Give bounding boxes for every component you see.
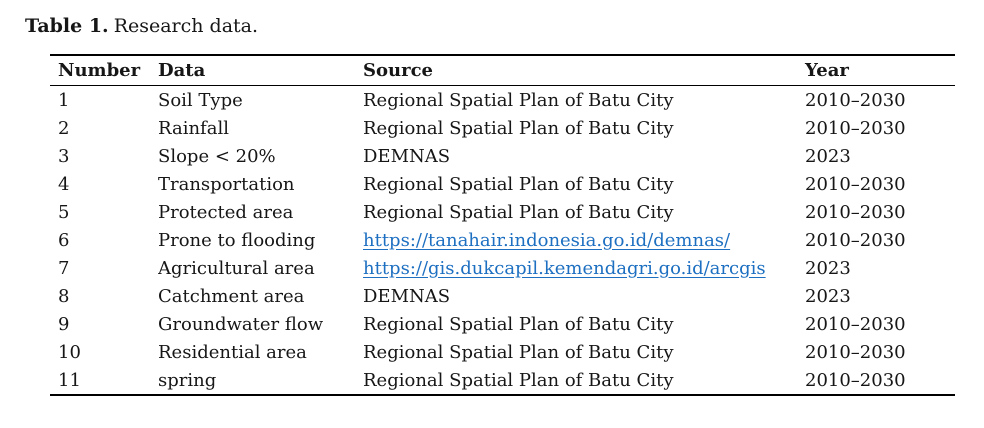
- source-text: DEMNAS: [363, 145, 451, 167]
- source-link[interactable]: https://tanahair.indonesia.go.id/demnas/: [363, 229, 731, 251]
- cell-data: Residential area: [158, 341, 307, 363]
- cell-data: Prone to flooding: [158, 229, 316, 251]
- table-caption-label: Table 1.: [25, 15, 109, 37]
- cell-year: 2023: [805, 145, 851, 167]
- table-row: 6 Prone to flooding https://tanahair.indon…: [50, 226, 955, 254]
- cell-source: Regional Spatial Plan of Batu City: [363, 366, 805, 395]
- cell-source: Regional Spatial Plan of Batu City: [363, 114, 805, 142]
- cell-year: 2010–2030: [805, 117, 906, 139]
- table-row: 10 Residential area Regional Spatial Plan …: [50, 338, 955, 366]
- cell-number: 11: [58, 369, 81, 391]
- cell-data: Slope < 20%: [158, 145, 276, 167]
- cell-number: 9: [58, 313, 70, 335]
- col-header-data: Data: [158, 55, 363, 86]
- cell-year: 2023: [805, 285, 851, 307]
- cell-source: DEMNAS: [363, 282, 805, 310]
- cell-source: Regional Spatial Plan of Batu City: [363, 338, 805, 366]
- cell-number: 3: [58, 145, 70, 167]
- table-row: 2 Rainfall Regional Spatial Plan of Batu C…: [50, 114, 955, 142]
- source-link[interactable]: https://gis.dukcapil.kemendagri.go.id/ar…: [363, 257, 766, 279]
- cell-source: Regional Spatial Plan of Batu City: [363, 86, 805, 115]
- source-text: Regional Spatial Plan of Batu City: [363, 201, 674, 223]
- cell-year: 2010–2030: [805, 369, 906, 391]
- cell-year: 2010–2030: [805, 229, 906, 251]
- col-header-source: Source: [363, 55, 805, 86]
- cell-source: DEMNAS: [363, 142, 805, 170]
- cell-data: spring: [158, 369, 217, 391]
- table-row: 9 Groundwater flow Regional Spatial Plan o…: [50, 310, 955, 338]
- table-row: 8 Catchment area DEMNAS 2023: [50, 282, 955, 310]
- cell-number: 6: [58, 229, 70, 251]
- cell-number: 8: [58, 285, 70, 307]
- table-row: 4 Transportation Regional Spatial Plan of …: [50, 170, 955, 198]
- cell-number: 4: [58, 173, 70, 195]
- cell-data: Transportation: [158, 173, 295, 195]
- cell-data: Rainfall: [158, 117, 229, 139]
- cell-source: https://tanahair.indonesia.go.id/demnas/: [363, 226, 805, 254]
- table-row: 1 Soil Type Regional Spatial Plan of Batu …: [50, 86, 955, 115]
- source-text: Regional Spatial Plan of Batu City: [363, 117, 674, 139]
- cell-number: 5: [58, 201, 70, 223]
- cell-year: 2010–2030: [805, 201, 906, 223]
- cell-source: Regional Spatial Plan of Batu City: [363, 170, 805, 198]
- research-data-table: Number Data Source Year 1 Soil Type Region…: [50, 54, 955, 396]
- cell-number: 1: [58, 89, 70, 111]
- col-header-number: Number: [50, 55, 158, 86]
- cell-year: 2010–2030: [805, 313, 906, 335]
- table-caption: Table 1. Research data.: [25, 13, 258, 39]
- table-row: 3 Slope < 20% DEMNAS 2023: [50, 142, 955, 170]
- table-row: 5 Protected area Regional Spatial Plan of …: [50, 198, 955, 226]
- cell-data: Agricultural area: [158, 257, 315, 279]
- table-caption-text: Research data.: [113, 15, 259, 37]
- cell-number: 7: [58, 257, 70, 279]
- cell-number: 10: [58, 341, 81, 363]
- cell-number: 2: [58, 117, 70, 139]
- source-text: Regional Spatial Plan of Batu City: [363, 341, 674, 363]
- cell-source: https://gis.dukcapil.kemendagri.go.id/ar…: [363, 254, 805, 282]
- source-text: Regional Spatial Plan of Batu City: [363, 89, 674, 111]
- cell-data: Protected area: [158, 201, 294, 223]
- table-row: 11 spring Regional Spatial Plan of Batu Ci…: [50, 366, 955, 395]
- col-header-year: Year: [805, 55, 955, 86]
- cell-year: 2010–2030: [805, 89, 906, 111]
- cell-year: 2023: [805, 257, 851, 279]
- source-text: Regional Spatial Plan of Batu City: [363, 369, 674, 391]
- cell-data: Groundwater flow: [158, 313, 324, 335]
- cell-year: 2010–2030: [805, 173, 906, 195]
- table-row: 7 Agricultural area https://gis.dukcapil.k…: [50, 254, 955, 282]
- source-text: DEMNAS: [363, 285, 451, 307]
- cell-source: Regional Spatial Plan of Batu City: [363, 198, 805, 226]
- table-header-row: Number Data Source Year: [50, 55, 955, 86]
- source-text: Regional Spatial Plan of Batu City: [363, 173, 674, 195]
- cell-data: Catchment area: [158, 285, 305, 307]
- cell-year: 2010–2030: [805, 341, 906, 363]
- cell-source: Regional Spatial Plan of Batu City: [363, 310, 805, 338]
- source-text: Regional Spatial Plan of Batu City: [363, 313, 674, 335]
- cell-data: Soil Type: [158, 89, 243, 111]
